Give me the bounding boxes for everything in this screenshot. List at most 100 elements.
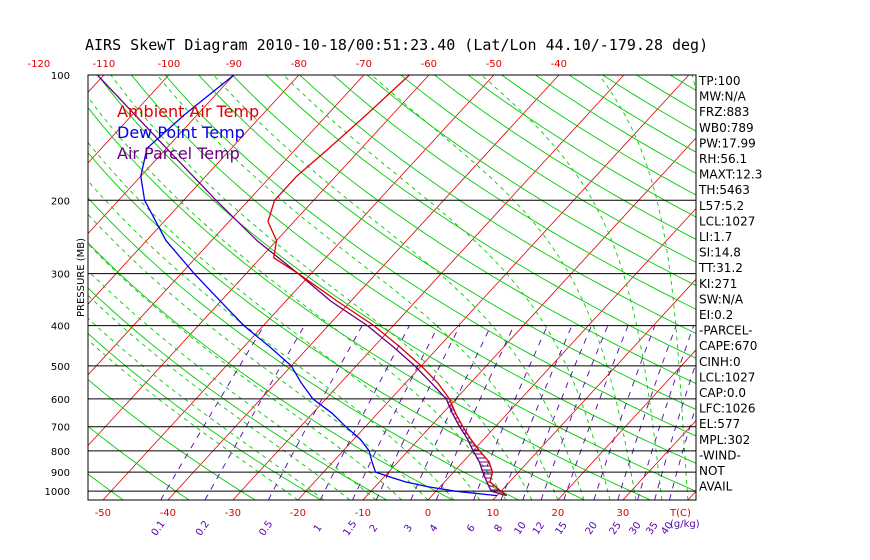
- mixing-ratio-units-label: (g/kg): [670, 519, 700, 530]
- isotherm-line: [753, 75, 870, 500]
- mixing-ratio-tick-label: 0.2: [194, 519, 212, 538]
- pressure-tick-label: 500: [51, 362, 70, 373]
- bottom-temp-tick-label: 0: [425, 508, 431, 519]
- dry-adiabat-line: [164, 75, 696, 437]
- mixing-ratio-line: [540, 325, 609, 500]
- mixing-ratio-tick-label: 12: [531, 520, 547, 537]
- mixing-ratio-tick-label: 6: [465, 523, 478, 535]
- moist-adiabat-line: [88, 180, 455, 500]
- moist-adiabat-line: [481, 75, 663, 500]
- dew-point-temp-line: [140, 75, 497, 497]
- index-label: LCL:1027: [699, 370, 755, 384]
- ambient-air-temp-line: [267, 75, 508, 497]
- index-label: PW:17.99: [699, 136, 756, 150]
- index-label: MAXT:12.3: [699, 168, 762, 182]
- mixing-ratio-line: [267, 325, 363, 500]
- plot-area: [0, 75, 870, 500]
- dry-adiabat-line: [88, 287, 388, 500]
- pressure-tick-label: 700: [51, 423, 70, 434]
- moist-adiabat-line: [88, 317, 325, 500]
- index-label: LI:1.7: [699, 230, 732, 244]
- pressure-tick-label: 900: [51, 468, 70, 479]
- dry-adiabat-line: [400, 75, 696, 263]
- dry-adiabat-line: [97, 75, 696, 492]
- bottom-temp-tick-label: 30: [617, 508, 630, 519]
- isotherm-line: [622, 419, 696, 500]
- moist-adiabat-line: [88, 141, 481, 500]
- pressure-tick-label: 800: [51, 447, 70, 458]
- dry-adiabat-line: [737, 75, 870, 500]
- mixing-ratio-line: [473, 325, 548, 500]
- mixing-ratio-tick-label: 30: [627, 520, 643, 537]
- index-label: CAPE:670: [699, 339, 757, 353]
- dry-adiabat-line: [88, 378, 256, 500]
- moist-adiabat-line: [88, 243, 403, 500]
- legend-entry: Air Parcel Temp: [117, 144, 240, 163]
- isotherm-line: [0, 75, 39, 500]
- top-temp-tick-label: -40: [551, 59, 567, 70]
- mixing-ratio-tick-label: 0.5: [257, 519, 275, 538]
- bottom-temp-tick-label: -40: [160, 508, 176, 519]
- mixing-ratio-line: [204, 325, 305, 500]
- index-label: MPL:302: [699, 433, 750, 447]
- top-temp-tick-label: -70: [356, 59, 372, 70]
- dry-adiabat-line: [131, 75, 696, 464]
- chart-title: AIRS SkewT Diagram 2010-10-18/00:51:23.4…: [85, 36, 708, 54]
- isotherm-line: [88, 75, 300, 305]
- top-temp-tick-label: -50: [486, 59, 502, 70]
- pressure-tick-label: 600: [51, 395, 70, 406]
- mixing-ratio-tick-label: 15: [554, 520, 570, 537]
- index-label: -WIND-: [699, 448, 741, 462]
- dry-adiabat-line: [198, 75, 696, 411]
- dry-adiabat-line: [333, 75, 696, 310]
- dry-adiabat-line: [88, 197, 519, 500]
- index-label: EI:0.2: [699, 308, 733, 322]
- plot-border: [87, 74, 697, 501]
- top-temp-tick-label: -110: [93, 59, 116, 70]
- dry-adiabat-line: [88, 106, 651, 500]
- index-label: AVAIL: [699, 480, 733, 494]
- index-label: NOT: [699, 464, 725, 478]
- index-label: CAP:0.0: [699, 386, 746, 400]
- mixing-ratio-line: [617, 325, 677, 500]
- moist-adiabat-line: [110, 75, 533, 500]
- mixing-ratio-tick-label: 1: [312, 523, 325, 535]
- mixing-ratio-tick-label: 10: [513, 520, 529, 537]
- index-label: -PARCEL-: [699, 324, 753, 338]
- mixing-ratio-tick-label: 35: [644, 520, 660, 537]
- dry-adiabat-line: [366, 75, 696, 287]
- moist-adiabat-line: [283, 75, 611, 500]
- moist-adiabat-line: [88, 339, 299, 500]
- moist-adiabat-line: [598, 75, 689, 500]
- isotherm-line: [88, 75, 365, 376]
- bottom-temp-tick-label: 10: [487, 508, 500, 519]
- index-label: MW:N/A: [699, 90, 747, 104]
- bottom-temp-tick-label: -10: [355, 508, 371, 519]
- isotherm-line: [88, 75, 170, 164]
- pressure-tick-label: 1000: [45, 487, 70, 498]
- bottom-temp-tick-label: -50: [95, 508, 111, 519]
- mixing-ratio-line: [654, 361, 696, 500]
- index-label: CINH:0: [699, 355, 741, 369]
- bottom-temp-tick-label: 20: [552, 508, 565, 519]
- mixing-ratio-line: [522, 325, 592, 500]
- mixing-ratio-tick-label: 8: [493, 523, 506, 535]
- index-label: L57:5.2: [699, 199, 744, 213]
- mixing-ratio-tick-label: 1.5: [341, 519, 359, 538]
- isotherm-line: [88, 75, 235, 235]
- index-label: LFC:1026: [699, 402, 756, 416]
- legend-entry: Dew Point Temp: [117, 123, 245, 142]
- index-label: KI:271: [699, 277, 737, 291]
- index-label: RH:56.1: [699, 152, 747, 166]
- isotherm-line: [102, 75, 495, 500]
- dry-adiabat-line: [467, 75, 696, 218]
- top-temp-tick-label: -90: [226, 59, 242, 70]
- isotherm-line: [492, 278, 696, 500]
- index-label: EL:577: [699, 417, 740, 431]
- moist-adiabat-line: [88, 294, 351, 500]
- isotherm-line: [297, 75, 690, 500]
- mixing-ratio-tick-label: 20: [584, 520, 600, 537]
- bottom-temp-tick-label: -30: [225, 508, 241, 519]
- isotherm-line: [818, 75, 870, 500]
